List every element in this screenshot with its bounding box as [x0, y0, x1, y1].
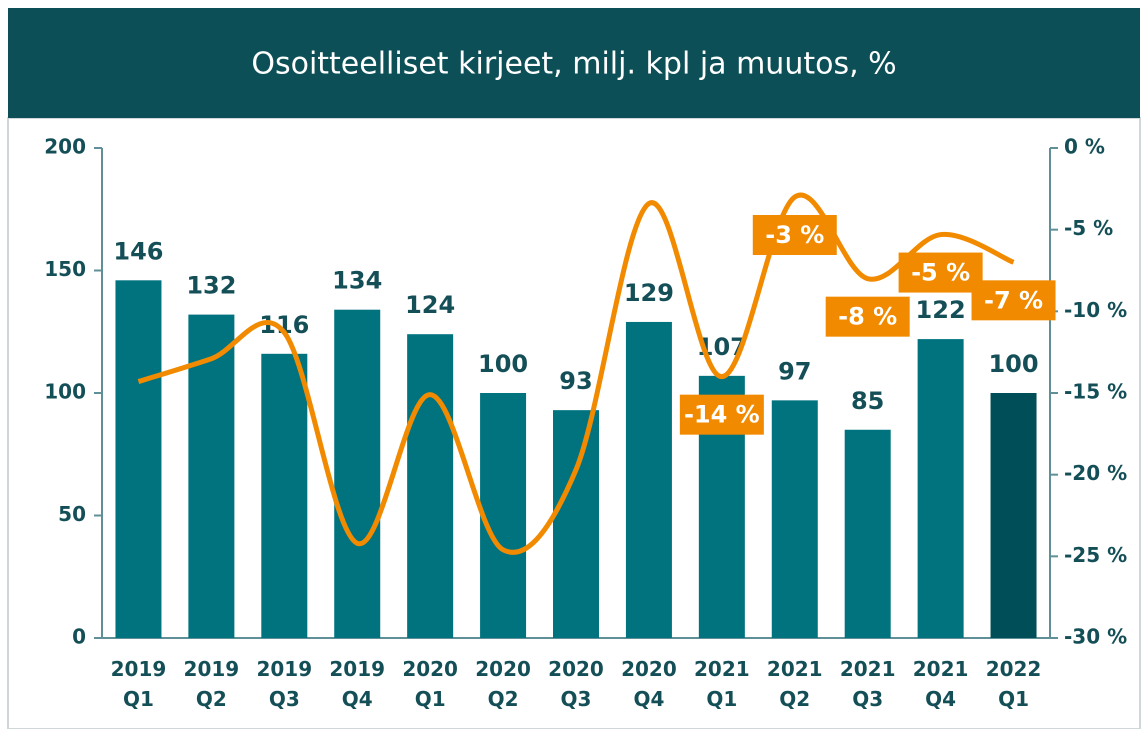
y2-tick-label: -30 % — [1064, 625, 1127, 649]
bar — [480, 393, 527, 638]
data-label: -14 % — [684, 401, 760, 429]
x-tick-label: 2020 Q4 — [621, 657, 677, 711]
y2-tick-label: -10 % — [1064, 298, 1127, 322]
bar — [553, 410, 599, 638]
data-label: 134 — [332, 267, 382, 295]
y2-tick-label: -25 % — [1064, 543, 1127, 567]
data-label: 100 — [988, 350, 1038, 378]
y-tick-label: 200 — [44, 135, 86, 159]
data-label: 100 — [478, 350, 528, 378]
x-tick-label: 2021 Q1 — [694, 657, 750, 711]
y-tick-label: 150 — [44, 257, 86, 281]
bar — [844, 429, 891, 638]
bar — [334, 309, 381, 638]
data-label: 124 — [405, 291, 455, 319]
title-banner — [8, 8, 1140, 118]
x-tick-label: 2021 Q3 — [840, 657, 896, 711]
y-tick-label: 0 — [72, 625, 86, 649]
x-tick-label: 2021 Q4 — [913, 657, 969, 711]
bar — [771, 400, 818, 638]
chart-title: Osoitteelliset kirjeet, milj. kpl ja muu… — [251, 47, 896, 82]
x-tick-label: 2019 Q2 — [184, 657, 240, 711]
x-tick-label: 2020 Q3 — [548, 657, 604, 711]
data-label: 122 — [916, 296, 966, 324]
data-label: 85 — [851, 387, 884, 415]
data-label-box — [752, 215, 837, 255]
bar — [625, 321, 672, 638]
y2-tick-label: -15 % — [1064, 380, 1127, 404]
data-label-box — [679, 394, 764, 435]
bar — [188, 314, 235, 638]
data-label: 129 — [624, 279, 674, 307]
data-label: -8 % — [838, 303, 897, 331]
data-label: 132 — [186, 272, 236, 300]
x-tick-label: 2020 Q2 — [475, 657, 531, 711]
line — [137, 192, 1015, 555]
x-tick-label: 2019 Q1 — [111, 657, 167, 711]
y2-tick-label: -20 % — [1064, 461, 1127, 485]
y-tick-label: 50 — [58, 502, 86, 526]
bar — [115, 280, 162, 638]
data-label: 146 — [113, 237, 163, 265]
x-tick-label: 2022 Q1 — [986, 657, 1042, 711]
y2-tick-label: -5 % — [1064, 216, 1113, 240]
bar — [407, 334, 454, 638]
data-label: 97 — [778, 357, 811, 385]
x-tick-label: 2019 Q3 — [256, 657, 312, 711]
x-tick-label: 2019 Q4 — [329, 657, 385, 711]
data-label: -7 % — [984, 286, 1043, 314]
x-tick-label: 2020 Q1 — [402, 657, 458, 711]
data-label: 93 — [559, 367, 592, 395]
x-tick-label: 2021 Q2 — [767, 657, 823, 711]
bar — [261, 353, 308, 638]
y2-tick-label: 0 % — [1064, 135, 1105, 159]
bar — [917, 339, 964, 638]
y-tick-label: 100 — [44, 380, 86, 404]
data-label-box — [971, 280, 1056, 321]
data-label-box — [898, 252, 983, 293]
data-label-box — [825, 296, 910, 337]
data-label: -3 % — [765, 221, 824, 249]
bar — [990, 393, 1037, 638]
data-label: -5 % — [911, 259, 970, 287]
